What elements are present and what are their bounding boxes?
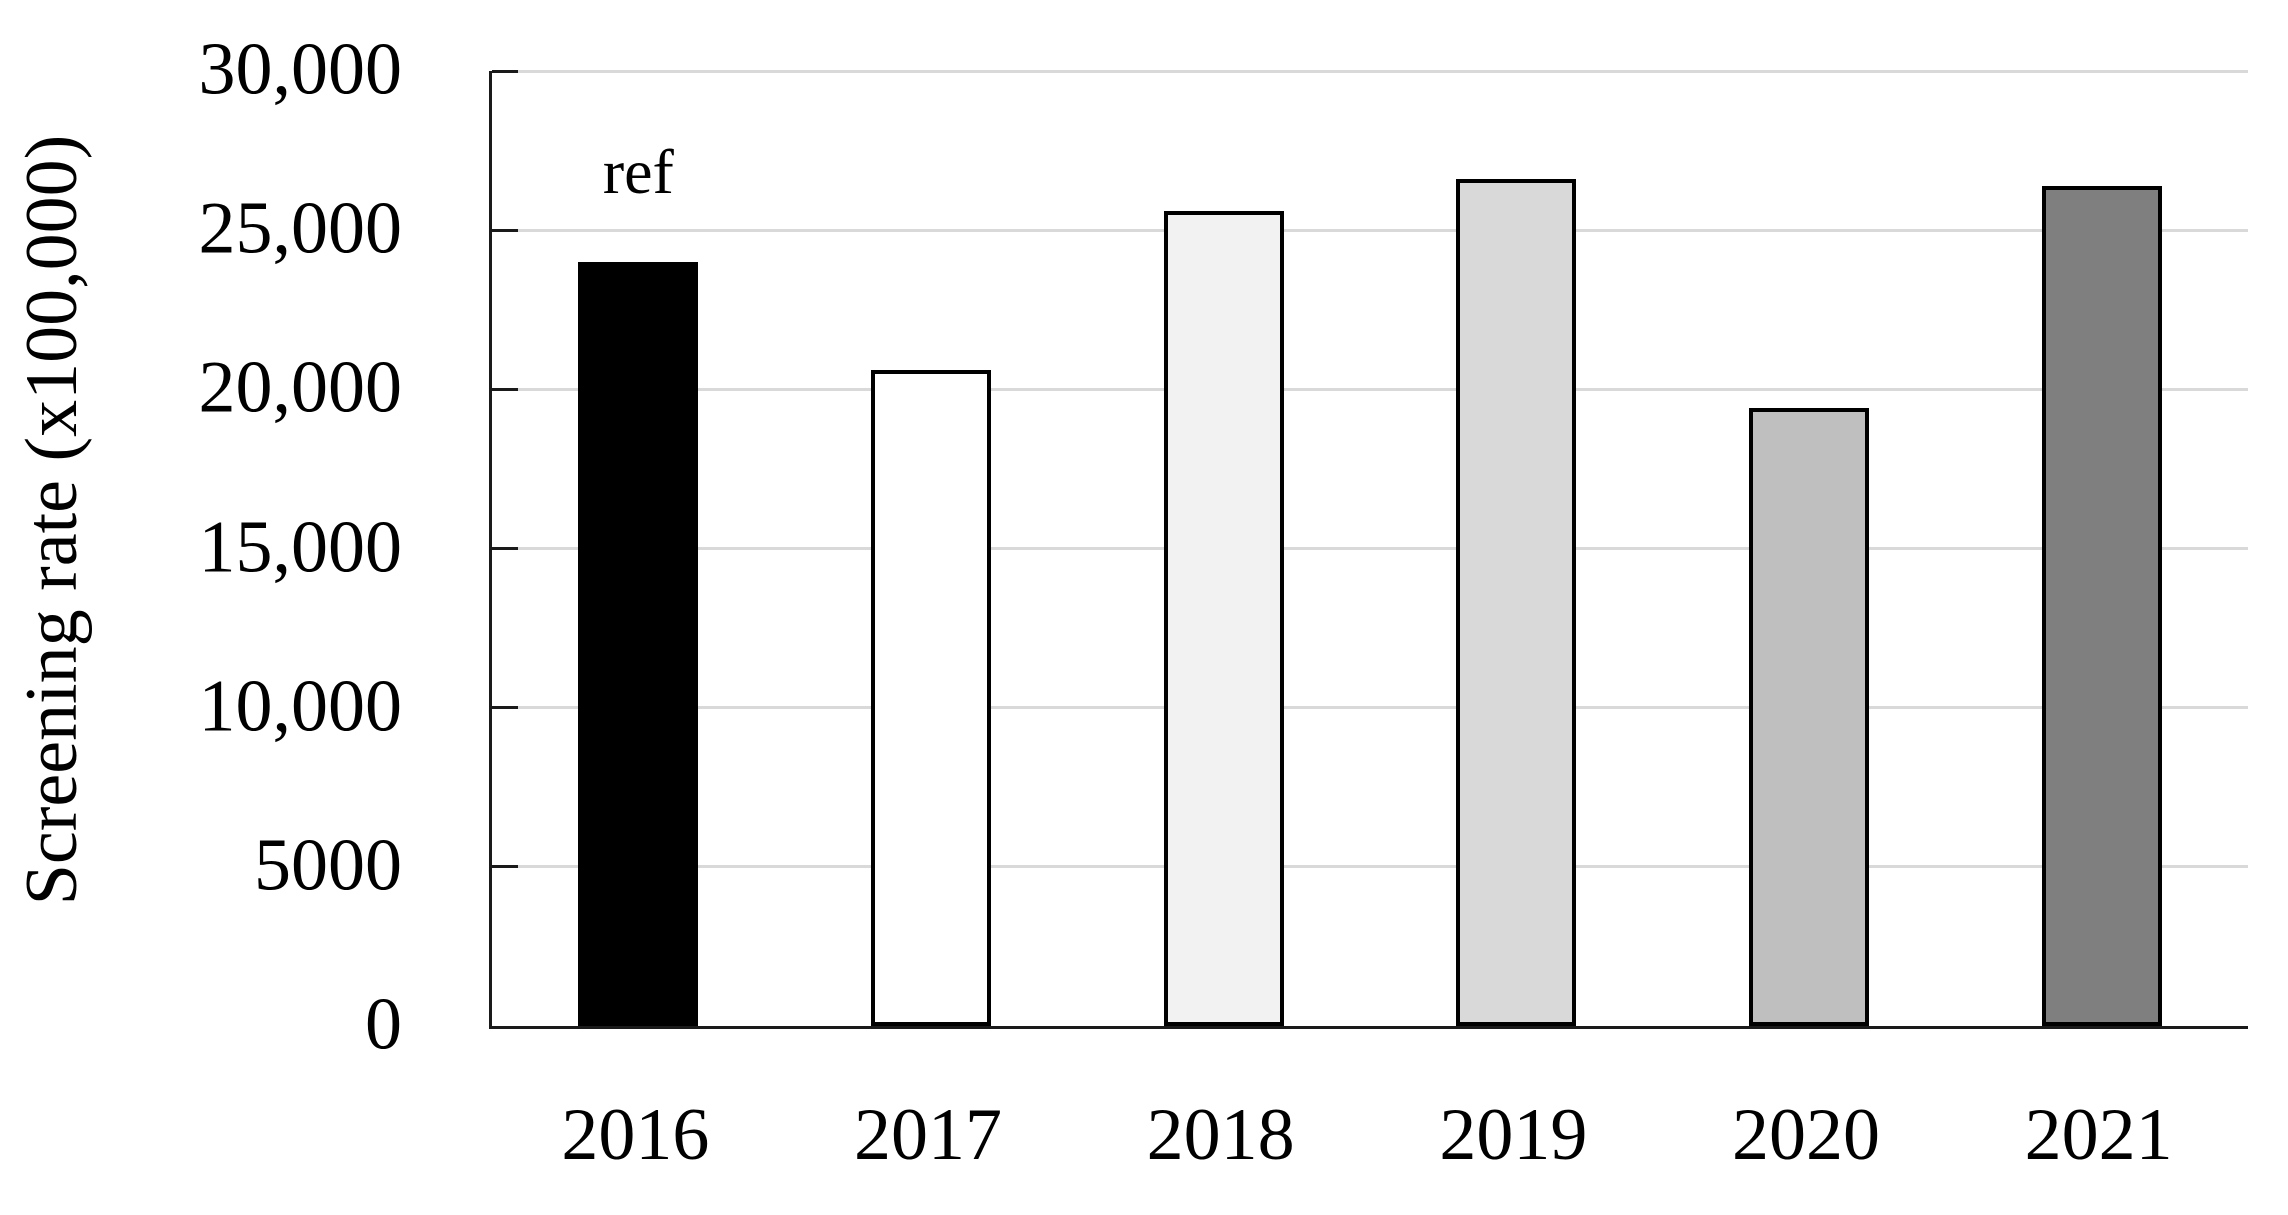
- y-tick-label-20000: 20,000: [198, 346, 403, 429]
- y-axis-tick-5000: [492, 865, 518, 869]
- bar-2018: [1163, 211, 1284, 1026]
- bar-2016: [578, 262, 699, 1026]
- y-tick-label-15000: 15,000: [198, 506, 403, 589]
- ref-annotation: ref: [602, 136, 674, 207]
- gridline-15000: [492, 547, 2248, 550]
- bar-2020: [1749, 408, 1869, 1026]
- y-tick-label-30000: 30,000: [198, 28, 403, 111]
- gridline-10000: [492, 706, 2248, 710]
- y-axis-tick-30000: [492, 69, 518, 73]
- y-tick-label-5000: 5000: [254, 824, 402, 907]
- y-axis-tick-20000: [492, 387, 518, 391]
- gridline-30000: [492, 69, 2248, 73]
- y-tick-label-0: 0: [365, 983, 402, 1066]
- x-tick-label-2017: 2017: [854, 1094, 1002, 1176]
- x-tick-label-2019: 2019: [1439, 1094, 1588, 1176]
- bar-2021: [2041, 185, 2162, 1026]
- y-axis-tick-15000: [492, 547, 518, 550]
- x-tick-label-2016: 2016: [561, 1094, 710, 1176]
- y-tick-label-10000: 10,000: [198, 665, 403, 748]
- bar-2017: [871, 370, 991, 1026]
- bar-2019: [1456, 179, 1577, 1026]
- gridline-5000: [492, 865, 2248, 869]
- x-tick-label-2021: 2021: [2024, 1094, 2173, 1176]
- y-axis-tick-10000: [492, 706, 518, 710]
- x-tick-label-2018: 2018: [1146, 1094, 1295, 1176]
- plot-area: ref: [489, 69, 2248, 1029]
- y-tick-label-25000: 25,000: [198, 187, 403, 270]
- y-axis-tick-25000: [492, 228, 518, 232]
- gridline-20000: [492, 387, 2248, 391]
- x-tick-label-2020: 2020: [1732, 1094, 1880, 1176]
- gridline-25000: [492, 228, 2248, 232]
